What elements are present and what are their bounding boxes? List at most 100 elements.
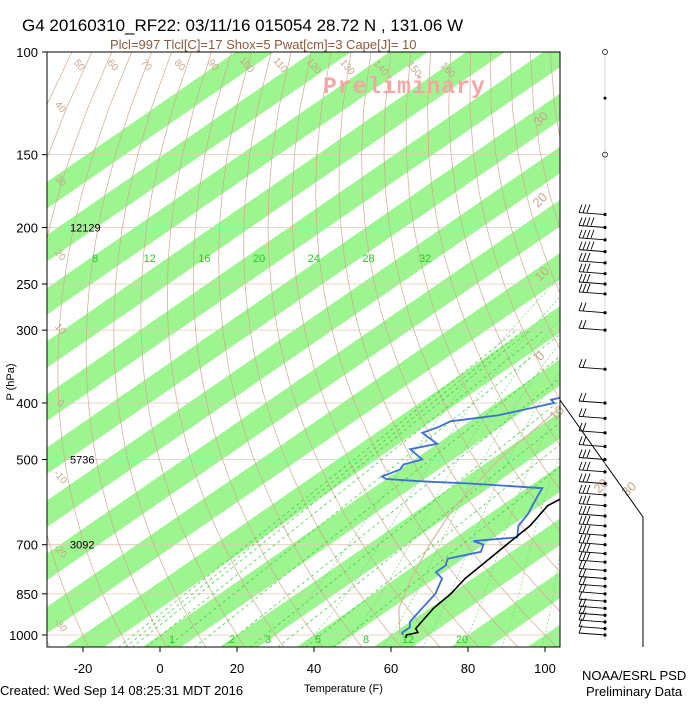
wind-barb-flag (583, 552, 586, 560)
y-tick-label: 200 (16, 221, 38, 236)
wind-barb-shaft (579, 543, 605, 545)
wind-barb-flag (583, 485, 586, 493)
chart-title: G4 20160310_RF22: 03/11/16 015054 28.72 … (22, 16, 463, 35)
wind-barb-flag (587, 274, 590, 282)
x-tick-label: 40 (307, 661, 321, 676)
wind-barb-flag (587, 462, 590, 470)
height-label: 12129 (70, 223, 101, 235)
preliminary-watermark: Preliminary (323, 74, 486, 100)
isotherm-band (604, 52, 700, 647)
wind-barb-flag (583, 449, 586, 457)
y-tick-label: 500 (16, 452, 38, 467)
wind-barb-flag (583, 506, 586, 514)
wind-barb-flag (583, 569, 586, 577)
y-tick-label: 250 (16, 277, 38, 292)
wind-barb-flag (579, 535, 582, 543)
dry-adiabat (670, 52, 700, 647)
mixing-ratio-bottom-label: 8 (363, 634, 369, 646)
wind-barb-shaft (579, 292, 605, 294)
wind-barb-flag (583, 525, 586, 533)
wind-barb-shaft (579, 620, 605, 622)
x-tick-label: -20 (74, 661, 93, 676)
preliminary-data-note: Preliminary Data (586, 684, 683, 699)
wind-barb-flag (579, 576, 582, 584)
wind-barb-flag (583, 274, 586, 282)
wind-barb-flag (579, 516, 582, 524)
wind-barb-flag (583, 560, 586, 568)
wind-barb-flag (587, 496, 590, 504)
wind-barb-flag (579, 408, 582, 416)
wind-barb-shaft (579, 213, 605, 215)
wind-barb (579, 320, 607, 332)
dry-adiabat (530, 52, 700, 647)
wind-barb-flag (591, 218, 594, 226)
wind-barb-shaft (579, 599, 605, 601)
wind-barb (579, 516, 607, 528)
y-tick-label: 1000 (9, 628, 38, 643)
wind-barb-flag (583, 576, 586, 584)
wind-barb (579, 544, 607, 556)
wind-barb-shaft (579, 401, 605, 403)
mixing-ratio-line (222, 330, 620, 647)
wind-barb (579, 552, 607, 564)
wind-barb-flag (587, 205, 590, 213)
mixing-ratio-label: 24 (308, 253, 320, 265)
dry-adiabat (650, 52, 700, 647)
height-label: 3092 (70, 540, 94, 552)
wind-barb-shaft (579, 250, 605, 252)
mixing-ratio-bottom-label: 2 (229, 634, 235, 646)
wind-barb-shaft (579, 514, 605, 516)
wind-barbs (579, 50, 608, 641)
x-tick-label: 20 (230, 661, 244, 676)
dry-adiabat-label: 20 (529, 189, 550, 210)
wind-barb-shaft (579, 560, 605, 562)
wind-barb-flag (579, 264, 582, 272)
y-tick-label: 850 (16, 587, 38, 602)
wind-barb-flag (579, 437, 582, 445)
y-axis-label: P (hPa) (5, 363, 17, 400)
wind-barb-shaft (579, 261, 605, 263)
wind-barb-shaft (579, 504, 605, 506)
wind-barb-flag (587, 284, 590, 292)
wind-barb (579, 230, 607, 242)
wind-barb-flag (583, 230, 586, 238)
wind-barb-flag (583, 205, 586, 213)
wind-barb-flag (583, 359, 586, 367)
wind-barb-flag (587, 474, 590, 482)
wind-barb-shaft (579, 633, 605, 635)
isotherm-band (450, 52, 700, 647)
wind-barb-shaft (579, 470, 605, 472)
wind-barb-flag (587, 264, 590, 272)
x-tick-label: 60 (384, 661, 398, 676)
wind-barb-flag (579, 359, 582, 367)
wind-barb-flag (587, 485, 590, 493)
wind-barb-flag (587, 506, 590, 514)
wind-barb (579, 393, 607, 405)
mixing-ratio-label: 32 (419, 253, 431, 265)
wind-barb-flag (591, 230, 594, 238)
mixing-ratio-bottom-label: 20 (456, 634, 468, 646)
wind-barb-flag (587, 253, 590, 261)
wind-barb (579, 535, 607, 547)
dry-adiabat-label: 20 (590, 475, 611, 496)
moist-adiabat (542, 155, 700, 648)
wind-barb-flag (583, 218, 586, 226)
wind-barb-flag (579, 544, 582, 552)
x-axis-label: Temperature (F) (304, 683, 383, 695)
wind-barb-flag (579, 584, 582, 592)
wind-barb-flag (583, 535, 586, 543)
wind-barb-flag (583, 474, 586, 482)
wind-barb-flag (579, 320, 582, 328)
mixing-ratio-label: 28 (362, 253, 374, 265)
wind-barb-flag (579, 462, 582, 470)
wind-barb-shaft (579, 533, 605, 535)
y-tick-label: 400 (16, 396, 38, 411)
wind-barb (579, 205, 607, 217)
wind-dot (604, 97, 607, 100)
wind-barb-flag (587, 552, 590, 560)
isotherm-label: 60 (105, 58, 121, 74)
dry-adiabat (630, 52, 700, 647)
wind-barb (579, 303, 607, 315)
wind-barb-flag (587, 230, 590, 238)
wind-barb-shaft (579, 627, 605, 629)
